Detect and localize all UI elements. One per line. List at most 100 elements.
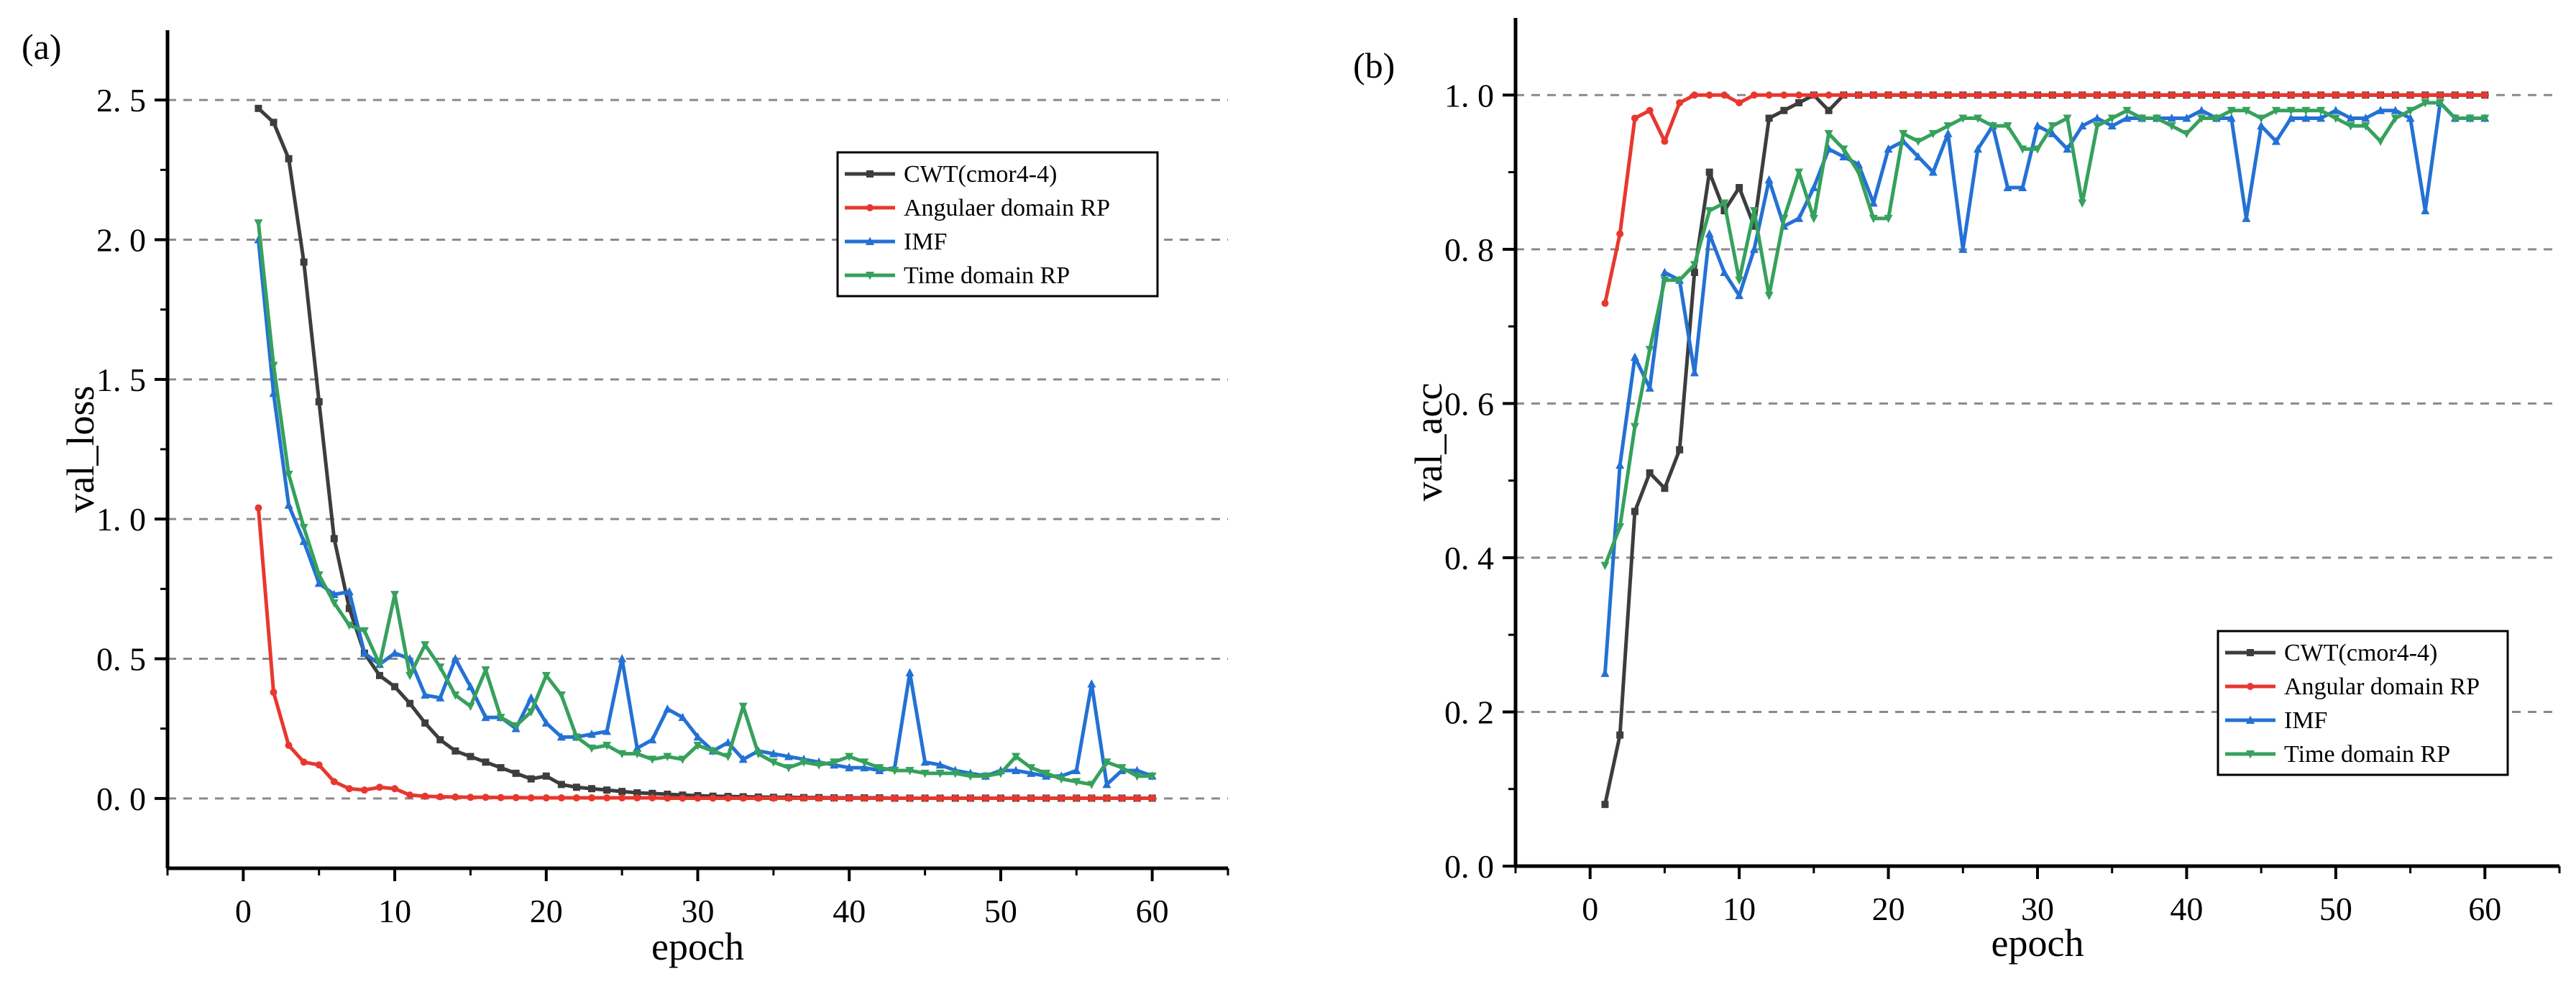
- chart-b-data-point: [2362, 91, 2370, 99]
- chart-b-data-point: [2122, 106, 2132, 116]
- chart-b-data-point: [2183, 91, 2191, 99]
- chart-a-data-point: [572, 783, 580, 791]
- chart-a-data-point: [299, 523, 308, 533]
- chart-a-data-point: [799, 758, 808, 767]
- chart-b-x-tick-label: 60: [2468, 891, 2501, 927]
- chart-b-data-point: [1615, 523, 1625, 532]
- chart-b-data-point: [1779, 214, 1789, 224]
- chart-b-series-2: [1600, 98, 2490, 677]
- chart-a-data-point: [329, 599, 339, 608]
- chart-a-data-point: [935, 760, 945, 769]
- chart-a-data-point: [572, 794, 580, 802]
- chart-a-data-point: [556, 691, 566, 700]
- chart-b-data-point: [2465, 114, 2475, 123]
- chart-b-data-point: [2048, 91, 2056, 99]
- chart-a-data-point: [269, 388, 278, 397]
- chart-b-data-point: [1809, 214, 1818, 224]
- chart-b-data-point: [2242, 106, 2251, 116]
- chart-a-data-point: [330, 535, 338, 543]
- chart-a-data-point: [1087, 679, 1096, 688]
- chart-b-data-point: [2033, 145, 2042, 154]
- chart-b-data-point: [1899, 91, 1907, 99]
- chart-a-data-point: [1073, 794, 1081, 802]
- chart-a-data-point: [1117, 764, 1127, 773]
- chart-a-y-tick-label: 2. 5: [96, 82, 146, 119]
- chart-b-data-point: [1839, 152, 1848, 161]
- chart-b-data-point: [1750, 222, 1758, 230]
- chart-a-data-point: [1027, 768, 1036, 777]
- chart-b-x-tick-label: 40: [2170, 891, 2203, 927]
- chart-a-data-point: [1012, 753, 1020, 762]
- chart-a-data-point: [482, 758, 490, 766]
- chart-b-data-point: [2078, 91, 2086, 99]
- chart-a-x-tick-label: 0: [235, 893, 252, 929]
- chart-a-data-point: [1132, 772, 1142, 781]
- chart-a-legend-label: Angulaer domain RP: [904, 195, 1110, 221]
- chart-a-data-point: [376, 671, 383, 679]
- chart-b-data-point: [2063, 114, 2072, 123]
- chart-a-data-point: [270, 689, 278, 696]
- chart-a-data-point: [753, 750, 763, 759]
- chart-b-data-point: [1914, 137, 1923, 147]
- chart-a-data-point: [452, 747, 459, 755]
- chart-b-data-point: [1869, 91, 1877, 99]
- chart-b-data-point: [1705, 207, 1714, 216]
- chart-b-data-point: [1839, 145, 1848, 154]
- chart-a-data-point: [1072, 765, 1081, 774]
- chart-b: 0 10 20 30 40 50 60 0. 0 0. 2 0. 4 0. 6 0. 8 1. 0 epo…: [1353, 18, 2561, 965]
- chart-b-data-point: [1899, 129, 1908, 139]
- chart-a-data-point: [1118, 794, 1126, 802]
- chart-a-data-point: [602, 727, 612, 735]
- chart-a-data-point: [709, 794, 717, 802]
- chart-a-data-point: [541, 671, 551, 681]
- chart-b-data-point: [2004, 91, 2012, 99]
- chart-b-data-point: [1705, 168, 1713, 176]
- chart-a-legend-marker: [866, 204, 874, 211]
- chart-b-data-point: [2391, 91, 2399, 99]
- chart-b-data-point: [2123, 91, 2131, 99]
- chart-b-data-point: [2257, 114, 2266, 123]
- chart-a-data-point: [421, 792, 429, 800]
- chart-b-data-point: [1855, 91, 1863, 99]
- chart-a-legend-marker: [866, 272, 874, 280]
- chart-b-data-point: [2406, 113, 2415, 122]
- chart-a-data-point: [694, 794, 702, 802]
- chart-b-data-point: [2271, 106, 2281, 116]
- chart-b-data-point: [2063, 91, 2071, 99]
- chart-a-data-point: [921, 794, 929, 802]
- chart-a-data-point: [876, 794, 884, 802]
- chart-a-data-point: [906, 794, 914, 802]
- chart-a-data-point: [285, 155, 293, 162]
- chart-a-data-point: [588, 794, 595, 802]
- chart-b-data-point: [1676, 99, 1684, 106]
- chart-b-data-point: [2092, 113, 2101, 122]
- chart-a-data-point: [421, 719, 429, 727]
- chart-a-data-point: [345, 785, 353, 793]
- chart-b-data-point: [2153, 91, 2160, 99]
- chart-b-data-point: [2211, 114, 2221, 123]
- chart-a-data-point: [784, 752, 793, 760]
- chart-b-data-point: [1869, 198, 1878, 207]
- chart-a-data-point: [467, 753, 475, 760]
- chart-a-data-point: [390, 648, 400, 657]
- chart-b-y-tick-label: 0. 2: [1444, 694, 1494, 730]
- chart-a-data-point: [344, 587, 354, 596]
- chart-a-panel-label: (a): [22, 27, 62, 67]
- chart-b-data-point: [2257, 121, 2266, 130]
- chart-b-data-point: [1825, 106, 1833, 114]
- chart-b-data-point: [2376, 106, 2385, 114]
- chart-b-data-point: [2331, 114, 2340, 123]
- chart-b-data-point: [1764, 292, 1774, 300]
- chart-a-data-point: [497, 794, 505, 801]
- chart-b-data-point: [2034, 91, 2041, 99]
- chart-a-data-point: [1042, 794, 1050, 802]
- chart-b-legend-marker: [2246, 715, 2255, 724]
- chart-b-data-point: [2377, 91, 2385, 99]
- chart-b-data-point: [2301, 106, 2311, 116]
- chart-b-data-point: [1943, 129, 1953, 137]
- chart-a-data-point: [738, 754, 748, 763]
- chart-a-data-point: [466, 702, 475, 712]
- chart-b-data-point: [1690, 261, 1699, 270]
- chart-a-x-tick-label: 10: [378, 893, 411, 929]
- chart-a-data-point: [255, 104, 262, 112]
